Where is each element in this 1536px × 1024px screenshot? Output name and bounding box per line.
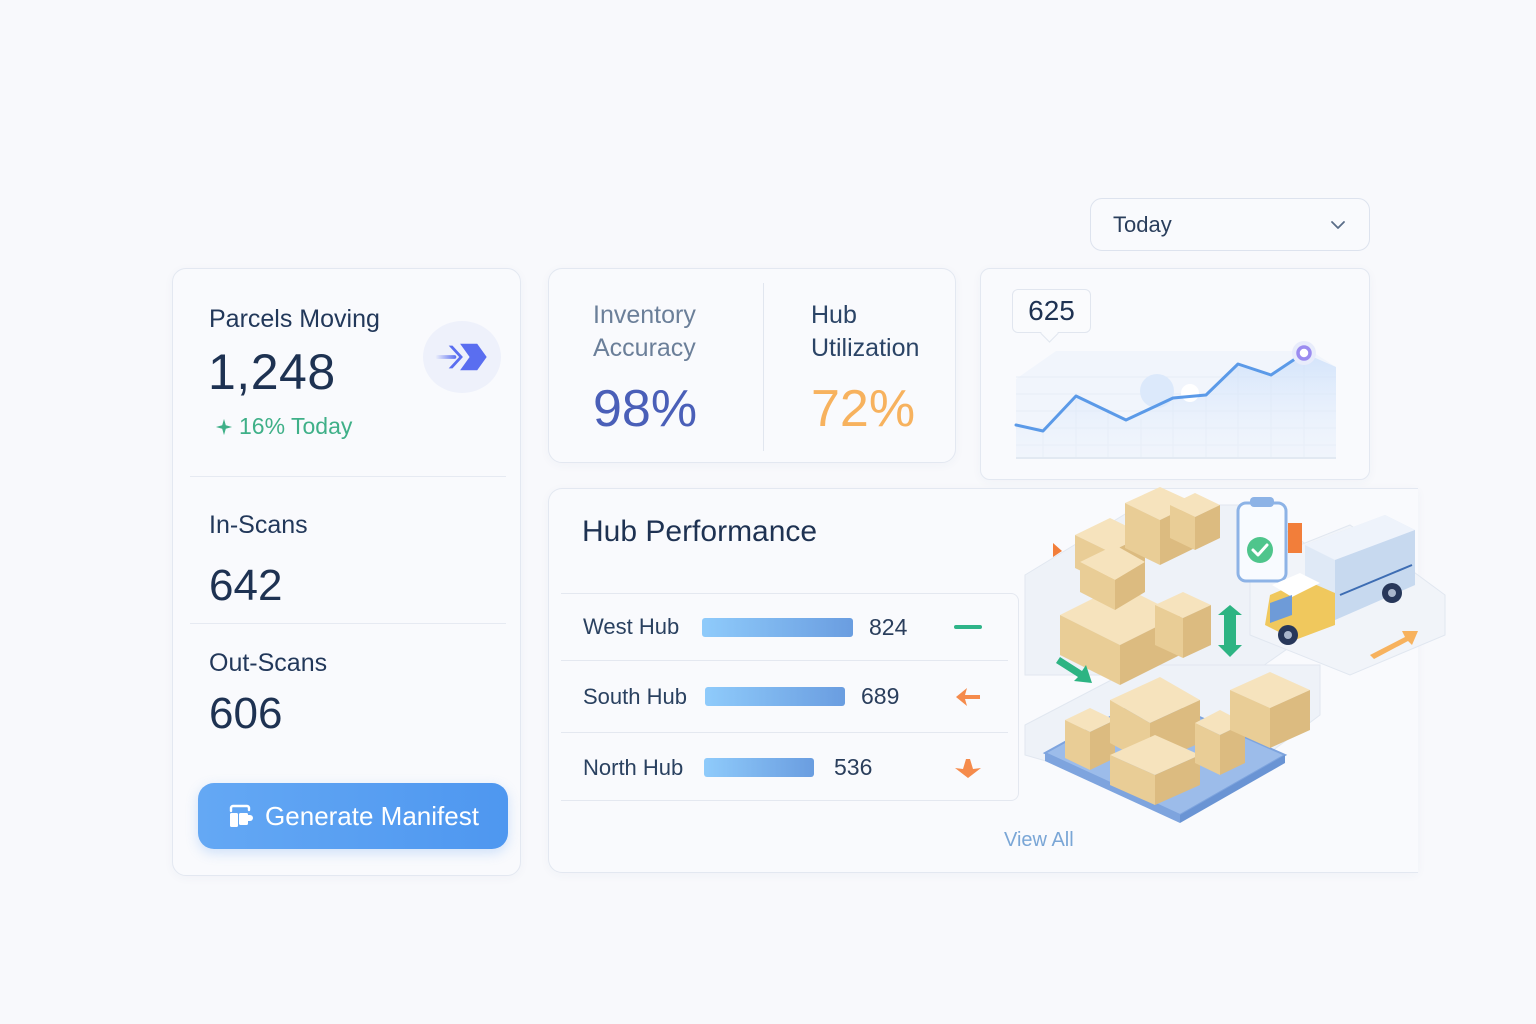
divider: [190, 476, 506, 477]
hub-value: 536: [834, 754, 873, 780]
sparkline-chart: [1014, 341, 1336, 459]
fast-forward-arrow-icon: [423, 321, 501, 393]
out-scans-label: Out-Scans: [209, 649, 328, 677]
hub-performance-title: Hub Performance: [582, 515, 818, 548]
chevron-down-icon: [1331, 220, 1345, 229]
hub-performance-table: West Hub 824 South Hub 689 North Hub 536: [561, 593, 1019, 801]
box-stack-icon: [1060, 487, 1310, 805]
hub-bar: [704, 758, 814, 777]
label-line: Accuracy: [593, 334, 696, 362]
inventory-accuracy-value: 98%: [593, 380, 698, 438]
hub-name: South Hub: [583, 683, 687, 709]
transfer-arrow-icon: [1218, 605, 1242, 657]
stats-card: Parcels Moving 1,248 16% Today In-Scans …: [172, 268, 521, 876]
generate-manifest-label: Generate Manifest: [265, 800, 479, 831]
divider: [190, 623, 506, 624]
trend-flat-icon: [954, 625, 982, 629]
manifest-icon: [229, 804, 254, 827]
delivery-truck-icon: [1265, 515, 1415, 645]
in-scans-value: 642: [209, 561, 283, 610]
trend-down-arrow-icon: [955, 758, 981, 778]
label-line: Hub: [811, 301, 857, 329]
in-scans-label: In-Scans: [209, 511, 308, 539]
clipboard-check-icon: [1236, 497, 1302, 583]
label-line: Inventory: [593, 301, 696, 329]
kpi-card: Inventory Accuracy 98% Hub Utilization 7…: [548, 268, 956, 463]
parcels-trend-text: 16% Today: [239, 413, 353, 439]
view-all-link[interactable]: View All: [1004, 829, 1074, 851]
hub-utilization-kpi: Hub Utilization 72%: [811, 299, 919, 439]
generate-manifest-button[interactable]: Generate Manifest: [198, 783, 508, 849]
sparkline-marker: [1296, 345, 1312, 361]
hub-name: North Hub: [583, 754, 684, 780]
hub-bar: [702, 617, 853, 637]
hub-utilization-value: 72%: [811, 380, 916, 438]
inventory-accuracy-label: Inventory Accuracy: [593, 299, 697, 365]
table-row[interactable]: North Hub 536: [561, 732, 1008, 802]
parcels-moving-value: 1,248: [208, 344, 336, 400]
sparkle-icon: [215, 418, 233, 435]
inbound-arrow-icon: [1053, 543, 1062, 557]
hub-utilization-label: Hub Utilization: [811, 299, 919, 365]
sparkline-card: 625: [980, 268, 1370, 480]
label-line: Utilization: [811, 334, 920, 362]
trend-left-arrow-icon: [956, 687, 980, 706]
sparkline-tooltip: 625: [1012, 289, 1091, 333]
parcels-moving-label: Parcels Moving: [209, 305, 380, 333]
warehouse-illustration: [1024, 487, 1446, 823]
hub-bar: [705, 687, 845, 706]
outbound-arrow-icon: [1370, 631, 1418, 659]
period-dropdown-value: Today: [1113, 211, 1172, 237]
hub-name: West Hub: [583, 614, 680, 639]
period-dropdown[interactable]: Today: [1090, 198, 1370, 251]
divider: [763, 283, 764, 451]
inventory-accuracy-kpi: Inventory Accuracy 98%: [593, 299, 697, 439]
transfer-arrow-icon: [1056, 657, 1092, 683]
table-row[interactable]: South Hub 689: [561, 660, 1008, 732]
parcels-trend: 16% Today: [215, 413, 352, 440]
hub-value: 689: [861, 683, 900, 709]
out-scans-value: 606: [209, 689, 283, 738]
hub-value: 824: [869, 613, 908, 640]
table-row[interactable]: West Hub 824: [561, 594, 1008, 660]
